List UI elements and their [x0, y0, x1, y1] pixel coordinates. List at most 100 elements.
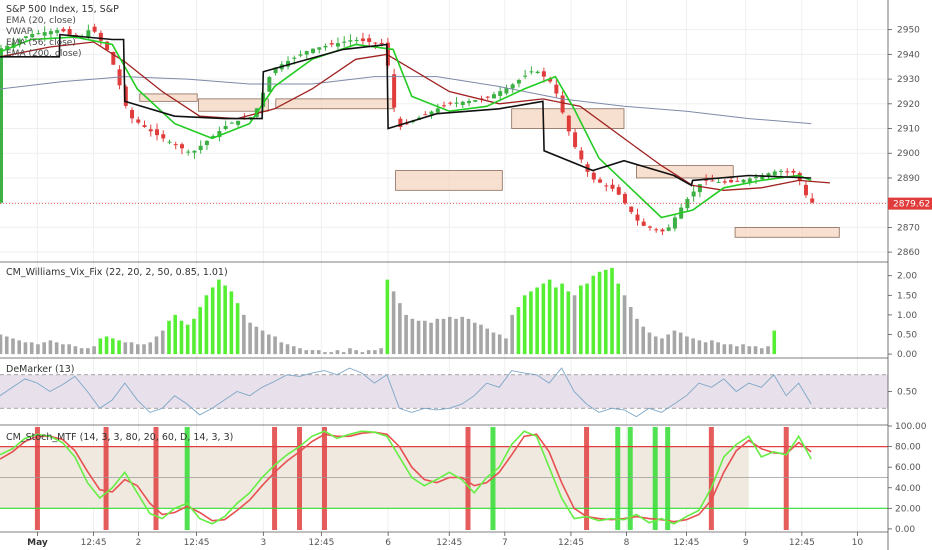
wvf-bar: [728, 344, 733, 355]
candle-up: [229, 122, 234, 124]
wvf-bar: [354, 350, 358, 355]
candle-down: [442, 105, 447, 107]
wvf-bar: [341, 352, 346, 355]
candle-up: [754, 177, 759, 179]
last-price-badge: [888, 197, 932, 210]
candle-up: [697, 184, 702, 193]
time-tick-label: 10: [852, 538, 864, 548]
wvf-bar: [653, 336, 658, 355]
candle-up: [666, 227, 671, 231]
wvf-title: CM_Williams_Vix_Fix (22, 20, 2, 50, 0.85…: [6, 267, 228, 278]
candle-down: [130, 110, 135, 119]
wvf-bar: [73, 346, 78, 355]
wvf-bar: [11, 338, 15, 355]
candle-up: [504, 88, 509, 94]
wvf-bar: [48, 340, 53, 355]
wvf-bar: [385, 279, 390, 355]
wvf-bar: [753, 346, 758, 355]
candle-up: [323, 45, 328, 48]
wvf-bar: [616, 283, 621, 355]
candle-down: [654, 229, 659, 231]
candle-up: [217, 131, 222, 138]
wvf-bar: [635, 318, 639, 355]
wvf-bar: [310, 350, 315, 355]
wvf-bar: [36, 344, 40, 355]
wvf-bar: [335, 350, 340, 355]
candle-up: [23, 36, 28, 38]
candle-up: [236, 120, 241, 125]
wvf-bar: [235, 303, 240, 355]
candle-up: [523, 75, 528, 77]
candle-up: [716, 181, 721, 183]
wvf-tick-label: 0.00: [897, 350, 917, 360]
wvf-bar: [398, 303, 402, 355]
candle-down: [660, 229, 665, 232]
wvf-bar: [510, 314, 514, 355]
wvf-bar: [410, 318, 415, 355]
wvf-bar: [741, 344, 745, 355]
candle-down: [404, 123, 409, 125]
stoch-signal-oversold: [665, 427, 671, 530]
time-tick-label: 6: [385, 538, 391, 548]
stoch-tick-label: 100.00: [895, 422, 927, 432]
candle-up: [55, 30, 60, 33]
wvf-tick-label: 1.50: [897, 291, 917, 301]
wvf-bar: [61, 344, 65, 355]
time-tick-label: 12:45: [789, 538, 815, 548]
stoch-signal-oversold: [184, 427, 190, 530]
candle-down: [179, 144, 184, 149]
candle-down: [385, 42, 390, 66]
wvf-bar: [529, 291, 533, 355]
wvf-bar: [267, 334, 271, 355]
candle-down: [598, 179, 603, 183]
pane-labels: S&P 500 Index, 15, S&P EMA (20, close) V…: [6, 4, 233, 443]
candle-down: [641, 221, 646, 226]
candle-down: [729, 179, 734, 183]
time-tick-label: 12:45: [81, 538, 107, 548]
time-tick-label: 12:45: [184, 538, 210, 548]
wvf-bar: [17, 340, 22, 355]
candle-down: [148, 129, 153, 132]
wvf-bar: [566, 291, 571, 355]
candle-down: [554, 84, 559, 94]
indicator-label-vwap: VWAP: [6, 27, 33, 37]
wvf-bar: [373, 350, 377, 355]
candle-down: [61, 28, 66, 32]
zone-box: [275, 98, 394, 110]
candle-down: [604, 185, 609, 187]
candle-up: [747, 178, 752, 183]
wvf-bar: [329, 352, 334, 355]
stoch-tick-label: 20.00: [895, 504, 921, 514]
wvf-bar: [198, 307, 202, 355]
candle-down: [142, 125, 147, 127]
candle-up: [516, 80, 521, 84]
wvf-bar: [204, 295, 209, 355]
wvf-bar: [316, 350, 321, 355]
wvf-bar: [210, 287, 215, 355]
supply-demand-zones: [139, 93, 840, 238]
vwap-line: [0, 33, 812, 187]
candle-down: [610, 184, 615, 189]
candle-up: [86, 30, 91, 38]
stoch-signal-oversold: [615, 427, 621, 530]
candle-up: [317, 47, 322, 50]
candle-down: [92, 26, 97, 32]
wvf-bar: [416, 320, 421, 355]
candle-down: [423, 114, 428, 116]
wvf-bar: [54, 342, 59, 355]
stoch-tick-label: 40.00: [895, 484, 921, 494]
candle-up: [186, 151, 191, 153]
price-tick-label: 2930: [897, 75, 920, 85]
wvf-bar: [591, 275, 596, 355]
wvf-bar: [516, 307, 521, 355]
stoch-signal-overbought: [584, 427, 590, 530]
candle-up: [766, 173, 771, 178]
wvf-bar: [79, 348, 84, 355]
wvf-bar: [423, 320, 427, 355]
wvf-tick-label: 2.00: [897, 272, 917, 282]
wvf-bar: [560, 283, 564, 355]
candle-down: [155, 129, 159, 136]
wvf-bar: [666, 334, 670, 355]
wvf-bar: [747, 346, 752, 355]
stoch-signal-overbought: [34, 427, 40, 530]
